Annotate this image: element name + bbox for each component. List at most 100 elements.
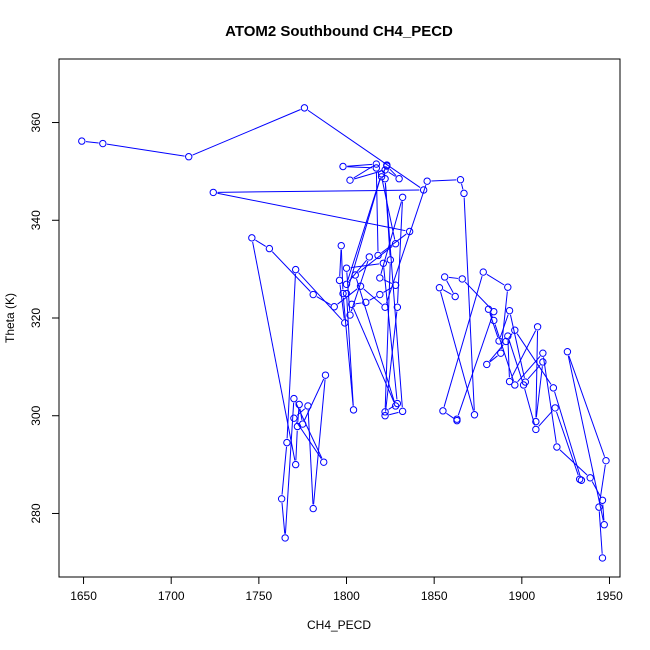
data-point <box>335 276 344 285</box>
data-point <box>346 176 354 184</box>
data-point <box>419 186 428 194</box>
series-segment <box>284 402 295 534</box>
data-point <box>309 290 317 299</box>
series-segment <box>457 315 493 416</box>
series-segment <box>511 330 537 379</box>
series-segment <box>355 302 362 305</box>
series-segment <box>598 511 603 554</box>
data-point <box>504 283 512 291</box>
data-point <box>372 164 381 172</box>
data-point <box>78 137 86 145</box>
series-segment <box>313 379 326 505</box>
series-segment <box>448 276 459 279</box>
data-point <box>342 280 351 288</box>
series-segment <box>286 273 296 439</box>
series-segment <box>516 333 552 385</box>
y-tick-label: 340 <box>29 210 43 230</box>
data-point <box>511 381 519 389</box>
series-segment <box>316 296 331 306</box>
data-point <box>295 400 303 409</box>
data-point <box>460 189 468 198</box>
series-segment <box>348 259 367 282</box>
y-axis-label: Theta (K) <box>3 293 17 343</box>
data-point <box>393 303 402 311</box>
series-segment <box>489 344 504 362</box>
series-segment <box>347 177 381 290</box>
series-segment <box>307 410 314 505</box>
data-point <box>376 274 384 282</box>
data-point <box>549 384 558 392</box>
data-point <box>586 474 594 482</box>
data-point <box>495 337 503 345</box>
x-tick-label: 1850 <box>421 589 448 603</box>
series-segment <box>307 109 421 188</box>
series-segment <box>299 408 303 420</box>
series-segment <box>538 410 553 427</box>
series-segment <box>281 446 288 495</box>
series-segment <box>192 109 301 156</box>
series-segment <box>382 168 386 174</box>
x-tick-label: 1700 <box>158 589 185 603</box>
series-segment <box>346 272 351 311</box>
series-segment <box>271 251 311 292</box>
series-segment <box>385 311 398 412</box>
series-segment <box>350 260 369 312</box>
series-segment <box>384 264 391 408</box>
data-point <box>386 256 395 264</box>
series-segment <box>356 278 395 403</box>
x-tick-label: 1900 <box>508 589 535 603</box>
data-point <box>341 319 349 327</box>
data-point <box>598 554 607 562</box>
data-point <box>320 458 328 466</box>
data-point <box>423 177 431 185</box>
series-segment <box>508 339 523 382</box>
data-point <box>349 406 358 414</box>
data-point <box>377 173 386 181</box>
series-segment <box>339 284 345 319</box>
data-point <box>248 234 256 242</box>
series-segment <box>567 355 604 521</box>
data-point <box>551 404 559 412</box>
series-segment <box>375 172 379 252</box>
plot-frame <box>58 58 621 578</box>
x-tick-label: 1800 <box>333 589 360 603</box>
series-segment <box>389 411 399 416</box>
series-segment <box>298 272 343 321</box>
data-point <box>291 460 300 469</box>
data-point <box>521 378 530 386</box>
series-segment <box>568 355 606 457</box>
data-point <box>391 240 400 248</box>
data-point <box>381 412 389 420</box>
data-point <box>577 476 586 484</box>
series-segment <box>461 183 464 190</box>
data-point <box>598 496 607 504</box>
series-layer <box>78 104 610 562</box>
data-point <box>600 521 608 529</box>
x-axis-label: CH4_PECD <box>307 618 371 632</box>
series-segment <box>358 245 393 273</box>
series-segment <box>352 307 395 403</box>
series-segment <box>363 288 383 305</box>
series-segment <box>486 273 505 286</box>
data-point <box>290 394 298 403</box>
series-segment <box>388 405 395 410</box>
series-segment <box>440 291 474 411</box>
series-segment <box>346 297 354 406</box>
series-segment <box>508 333 513 339</box>
data-point <box>483 360 491 369</box>
series-segment <box>380 201 402 275</box>
data-point <box>502 337 510 346</box>
data-point <box>484 305 493 313</box>
data-point <box>381 408 389 416</box>
data-point <box>300 104 309 112</box>
series-segment <box>252 241 296 461</box>
series-segment <box>499 314 509 338</box>
data-point <box>532 425 540 434</box>
series-segment <box>463 197 475 411</box>
series-segment <box>599 464 606 504</box>
y-axis: 280 300 320 340 360 <box>29 112 60 523</box>
data-point <box>453 416 461 425</box>
series-segment <box>384 182 391 256</box>
data-point <box>602 456 610 465</box>
